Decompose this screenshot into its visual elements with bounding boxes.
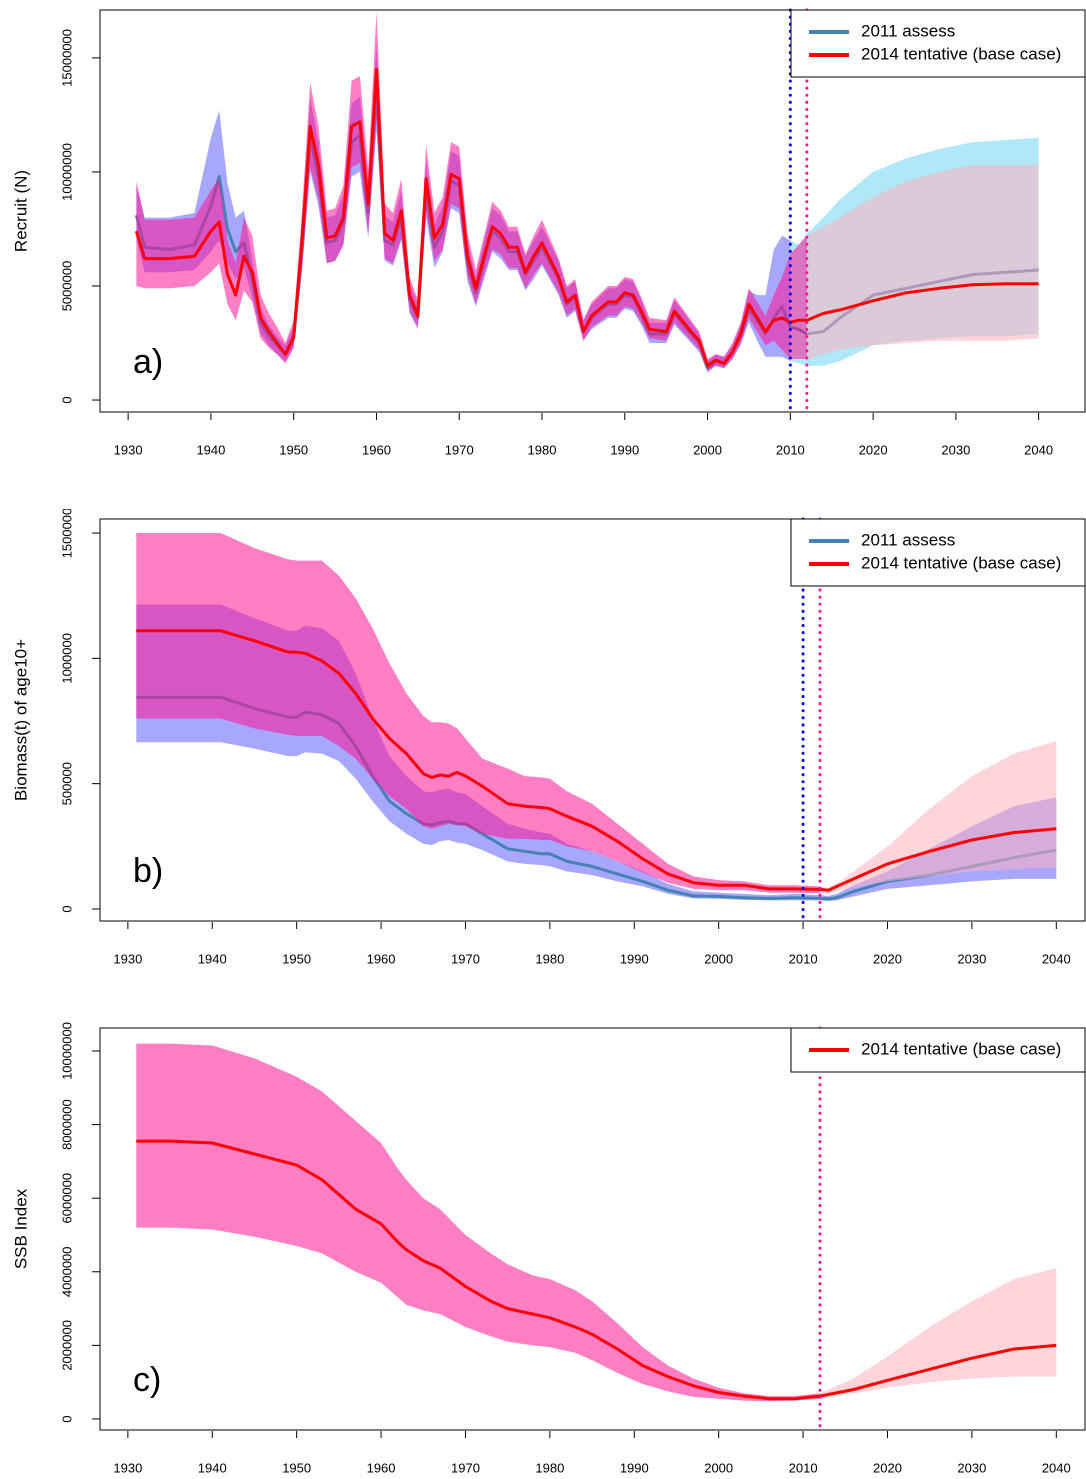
x-tick-label: 1970 [445, 442, 474, 457]
panel-label: a) [133, 343, 163, 381]
x-tick-label: 1960 [367, 1460, 396, 1475]
x-tick-label: 1990 [620, 1460, 649, 1475]
series-line [136, 629, 1057, 892]
y-tick-label: 0 [59, 396, 74, 403]
legend-label: 2014 tentative (base case) [861, 553, 1061, 572]
x-tick-label: 1940 [196, 442, 225, 457]
y-tick-label: 4000000 [59, 1246, 74, 1297]
y-tick-label: 0 [59, 1415, 74, 1422]
x-tick-label: 1960 [367, 951, 396, 966]
x-tick-label: 1930 [113, 1460, 142, 1475]
y-tick-label: 5000000 [59, 261, 74, 312]
y-axis-label: Recruit (N) [11, 170, 30, 252]
x-tick-label: 1950 [282, 1460, 311, 1475]
x-tick-label: 2000 [704, 1460, 733, 1475]
y-axis-label: Biomass(t) of age10+ [11, 639, 30, 801]
chart-panel: 1930 1940 1950 1960 1970 1980 1990 2000 2010 2020… [11, 509, 1086, 966]
x-tick-label: 1940 [198, 1460, 227, 1475]
y-tick-label: 8000000 [59, 1099, 74, 1150]
legend-label: 2011 assess [861, 21, 955, 40]
x-tick-label: 2010 [776, 442, 805, 457]
x-tick-label: 2030 [957, 951, 986, 966]
chart-panel: 1930 1940 1950 1960 1970 1980 1990 2000 2010 2020… [11, 1022, 1086, 1475]
x-tick-label: 1950 [279, 442, 308, 457]
x-tick-label: 2020 [859, 442, 888, 457]
plot-frame [99, 1027, 1086, 1431]
series-line [134, 67, 1039, 368]
legend-box [790, 518, 1086, 587]
chart-panel: 1930 1940 1950 1960 1970 1980 1990 2000 2010 2020… [11, 8, 1086, 457]
y-axis-label: SSB Index [11, 1188, 30, 1269]
x-tick-label: 2040 [1024, 442, 1053, 457]
x-tick-label: 2040 [1042, 1460, 1071, 1475]
confidence-band [136, 533, 821, 894]
y-tick-label: 6000000 [59, 1173, 74, 1224]
legend-label: 2014 tentative (base case) [861, 44, 1061, 63]
x-tick-label: 2010 [789, 951, 818, 966]
confidence-band [820, 741, 1057, 894]
x-tick-label: 1970 [451, 951, 480, 966]
y-tick-label: 10000000 [59, 143, 74, 201]
x-tick-label: 1930 [114, 442, 143, 457]
confidence-band [806, 165, 1039, 359]
confidence-band [820, 1268, 1057, 1399]
panel-label: b) [133, 852, 163, 890]
y-tick-label: 15000000 [59, 29, 74, 87]
x-tick-label: 1990 [610, 442, 639, 457]
x-tick-label: 2000 [693, 442, 722, 457]
x-tick-label: 2010 [789, 1460, 818, 1475]
x-tick-label: 1980 [535, 1460, 564, 1475]
y-tick-label: 0 [59, 905, 74, 912]
x-tick-label: 1990 [620, 951, 649, 966]
legend-label: 2011 assess [861, 530, 955, 549]
x-tick-label: 2020 [873, 951, 902, 966]
panel-label: c) [133, 1361, 161, 1399]
legend-box [790, 1027, 1086, 1073]
x-tick-label: 1940 [198, 951, 227, 966]
x-tick-label: 1930 [113, 951, 142, 966]
x-tick-label: 1970 [451, 1460, 480, 1475]
plot-frame [99, 518, 1086, 922]
confidence-band [136, 12, 807, 371]
x-tick-label: 1960 [362, 442, 391, 457]
x-tick-label: 1980 [528, 442, 557, 457]
plot-frame [99, 9, 1086, 413]
confidence-band [136, 1043, 821, 1402]
x-tick-label: 2000 [704, 951, 733, 966]
legend-box [790, 9, 1086, 78]
x-tick-label: 2040 [1042, 951, 1071, 966]
y-tick-label: 10000000 [59, 1022, 74, 1080]
x-tick-label: 2020 [873, 1460, 902, 1475]
y-tick-label: 1500000 [59, 509, 74, 558]
y-tick-label: 1000000 [59, 633, 74, 684]
x-tick-label: 1950 [282, 951, 311, 966]
y-tick-label: 500000 [59, 762, 74, 805]
x-tick-label: 2030 [957, 1460, 986, 1475]
series-line [136, 1139, 1057, 1401]
y-tick-label: 2000000 [59, 1320, 74, 1371]
x-tick-label: 2030 [941, 442, 970, 457]
legend-label: 2014 tentative (base case) [861, 1039, 1061, 1058]
x-tick-label: 1980 [535, 951, 564, 966]
